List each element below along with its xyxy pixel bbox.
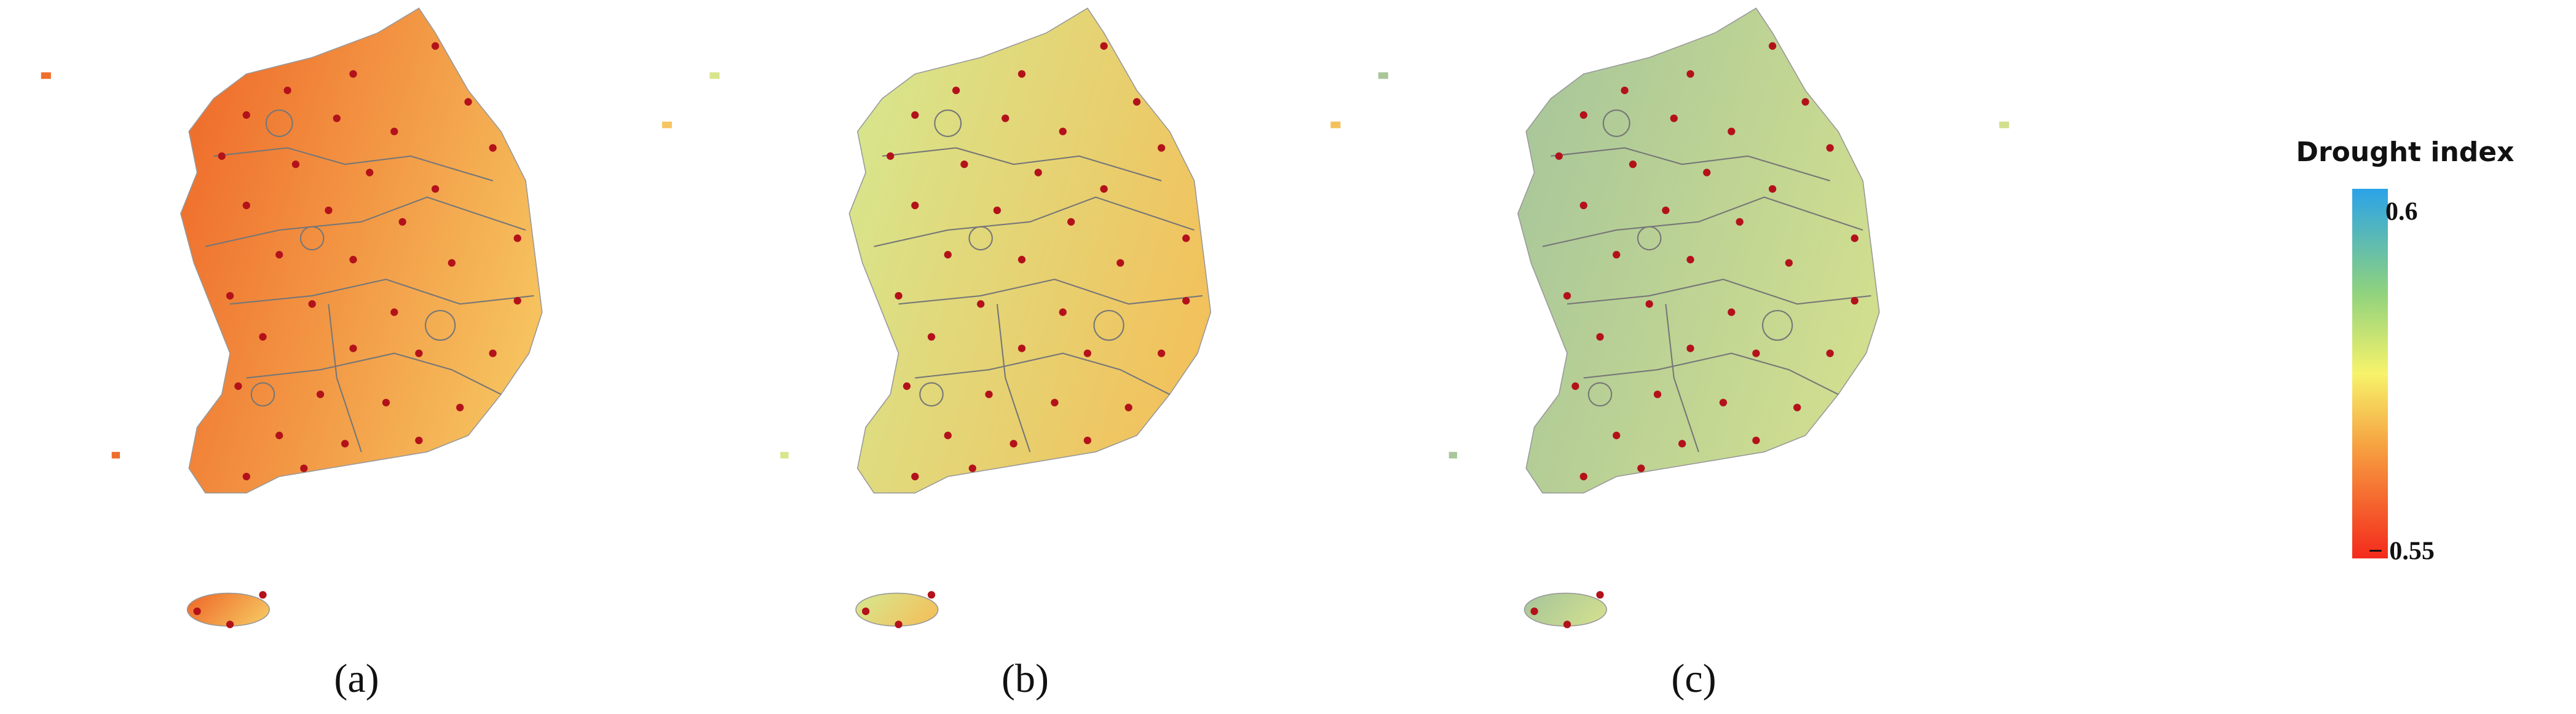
island [111, 451, 121, 459]
maps [41, 7, 2009, 629]
panel-label: (c) [1671, 656, 1716, 701]
map-panel [41, 7, 672, 629]
colorbar [2352, 189, 2388, 558]
colorbar-tick-label: 0.6 [2385, 198, 2418, 226]
mainland [848, 7, 1212, 494]
island [1448, 451, 1458, 459]
mainland [180, 7, 543, 494]
island [1999, 121, 2009, 129]
mainland [1517, 7, 1881, 494]
panel-label: (b) [1002, 656, 1049, 701]
map-panel [709, 7, 1341, 629]
island [709, 72, 720, 79]
island [1378, 72, 1388, 79]
legend-title: Drought index [2296, 137, 2514, 168]
map-panel [1378, 7, 2009, 629]
island [780, 451, 789, 459]
colorbar-tick-label: − 0.55 [2368, 537, 2435, 566]
island [1330, 121, 1341, 129]
island [662, 121, 672, 129]
panel-label: (a) [334, 656, 379, 701]
island [41, 72, 51, 79]
